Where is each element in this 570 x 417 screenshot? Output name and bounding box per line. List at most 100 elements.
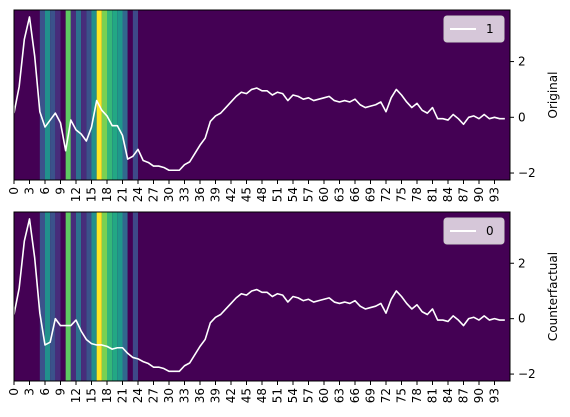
heatmap-cell bbox=[117, 212, 123, 381]
x-tick-label: 9 bbox=[54, 388, 68, 396]
legend-label: 1 bbox=[486, 22, 494, 36]
x-tick-label: 69 bbox=[364, 388, 378, 403]
x-tick-label: 87 bbox=[457, 388, 471, 403]
heatmap-cell bbox=[127, 212, 133, 381]
x-tick-label: 54 bbox=[286, 187, 300, 202]
x-tick-label: 90 bbox=[472, 187, 486, 202]
y-tick-label: 2 bbox=[518, 256, 526, 270]
series-line bbox=[13, 16, 505, 172]
x-tick-label: 66 bbox=[348, 187, 362, 202]
x-tick-label: 81 bbox=[426, 388, 440, 403]
x-tick-label: 90 bbox=[472, 388, 486, 403]
x-tick-label: 54 bbox=[286, 388, 300, 403]
x-tick-label: 3 bbox=[23, 187, 37, 195]
x-tick-label: 81 bbox=[426, 187, 440, 202]
x-tick-label: 15 bbox=[85, 187, 99, 202]
x-tick-label: 72 bbox=[379, 187, 393, 202]
x-tick-label: 51 bbox=[271, 388, 285, 403]
legend-label: 0 bbox=[486, 224, 494, 238]
heatmap-cell bbox=[86, 10, 92, 180]
x-tick-label: 45 bbox=[240, 388, 254, 403]
heatmap-cell bbox=[101, 10, 107, 180]
x-tick-label: 3 bbox=[23, 388, 37, 396]
panel-original: 0 3 6 9 12 15 18 21 24 27 30 33 36 39 42 45 48 51 54 57 60 63… bbox=[7, 9, 560, 202]
x-tick-label: 57 bbox=[302, 388, 316, 403]
x-tick-label: 60 bbox=[317, 388, 331, 403]
x-tick-label: 78 bbox=[410, 187, 424, 202]
x-tick-label: 18 bbox=[100, 388, 114, 403]
heatmap-cell bbox=[86, 212, 92, 381]
x-tick-label: 48 bbox=[255, 388, 269, 403]
heatmap-cell bbox=[76, 10, 82, 180]
heatmap-cell bbox=[39, 212, 45, 381]
y-tick-label: 0 bbox=[518, 312, 526, 326]
x-tick-label: 93 bbox=[488, 187, 502, 202]
x-tick-label: 87 bbox=[457, 187, 471, 202]
x-tick-label: 63 bbox=[333, 388, 347, 403]
x-tick-label: 0 bbox=[7, 187, 21, 195]
x-tick-label: 12 bbox=[69, 388, 83, 403]
x-tick-label: 51 bbox=[271, 187, 285, 202]
x-tick-label: 63 bbox=[333, 187, 347, 202]
x-tick-label: 39 bbox=[209, 187, 223, 202]
x-tick-label: 93 bbox=[488, 388, 502, 403]
x-tick-label: 84 bbox=[441, 388, 455, 403]
heatmap-cell bbox=[55, 212, 61, 381]
x-tick-label: 30 bbox=[162, 187, 176, 202]
x-tick-label: 0 bbox=[7, 388, 21, 396]
heatmap-cell bbox=[112, 10, 118, 180]
x-tick-label: 75 bbox=[395, 388, 409, 403]
heatmap-cell bbox=[91, 10, 97, 180]
heatmap-cell bbox=[39, 10, 45, 180]
heatmap-cell bbox=[55, 10, 61, 180]
x-tick-label: 24 bbox=[131, 187, 145, 202]
heatmap-cell bbox=[76, 212, 82, 381]
heatmap-cell bbox=[65, 10, 71, 180]
x-tick-label: 36 bbox=[193, 187, 207, 202]
x-tick-label: 6 bbox=[38, 388, 52, 396]
heatmap-cell bbox=[81, 212, 87, 381]
x-tick-label: 9 bbox=[54, 187, 68, 195]
heatmap-cell bbox=[70, 212, 76, 381]
x-tick-label: 75 bbox=[395, 187, 409, 202]
x-tick-label: 39 bbox=[209, 388, 223, 403]
x-tick-label: 72 bbox=[379, 388, 393, 403]
y-axis-label: Original bbox=[546, 72, 560, 119]
x-tick-label: 84 bbox=[441, 187, 455, 202]
x-tick-label: 36 bbox=[193, 388, 207, 403]
heatmap-cell bbox=[117, 10, 123, 180]
y-tick-label: −2 bbox=[518, 166, 536, 180]
x-tick-label: 42 bbox=[224, 187, 238, 202]
heatmap-cell bbox=[45, 10, 51, 180]
x-tick-label: 66 bbox=[348, 388, 362, 403]
y-tick-label: 2 bbox=[518, 55, 526, 69]
x-tick-label: 24 bbox=[131, 388, 145, 403]
heatmap-cell bbox=[112, 212, 118, 381]
x-tick-label: 57 bbox=[302, 187, 316, 202]
heatmap-cell bbox=[65, 212, 71, 381]
x-tick-label: 12 bbox=[69, 187, 83, 202]
x-tick-label: 33 bbox=[178, 187, 192, 202]
x-tick-label: 78 bbox=[410, 388, 424, 403]
heatmap-cell bbox=[70, 10, 76, 180]
panel-counterfactual: 0 3 6 9 12 15 18 21 24 27 30 33 36 39 42 45 48 51 54 57 60 63… bbox=[7, 211, 560, 403]
heatmap-cell bbox=[132, 10, 138, 180]
x-tick-label: 6 bbox=[38, 187, 52, 195]
y-tick-label: −2 bbox=[518, 367, 536, 381]
x-tick-label: 18 bbox=[100, 187, 114, 202]
x-tick-label: 21 bbox=[116, 187, 130, 202]
y-axis-label: Counterfactual bbox=[546, 252, 560, 341]
x-tick-label: 30 bbox=[162, 388, 176, 403]
heatmap-cell bbox=[122, 10, 128, 180]
heatmap-cell bbox=[81, 10, 87, 180]
x-tick-label: 48 bbox=[255, 187, 269, 202]
x-tick-label: 45 bbox=[240, 187, 254, 202]
x-tick-label: 42 bbox=[224, 388, 238, 403]
heatmap-cell bbox=[50, 212, 56, 381]
heatmap-cell bbox=[107, 10, 113, 180]
y-tick-label: 0 bbox=[518, 110, 526, 124]
series-line bbox=[13, 218, 505, 373]
heatmap-cell bbox=[45, 212, 51, 381]
x-tick-label: 69 bbox=[364, 187, 378, 202]
x-tick-label: 27 bbox=[147, 187, 161, 202]
